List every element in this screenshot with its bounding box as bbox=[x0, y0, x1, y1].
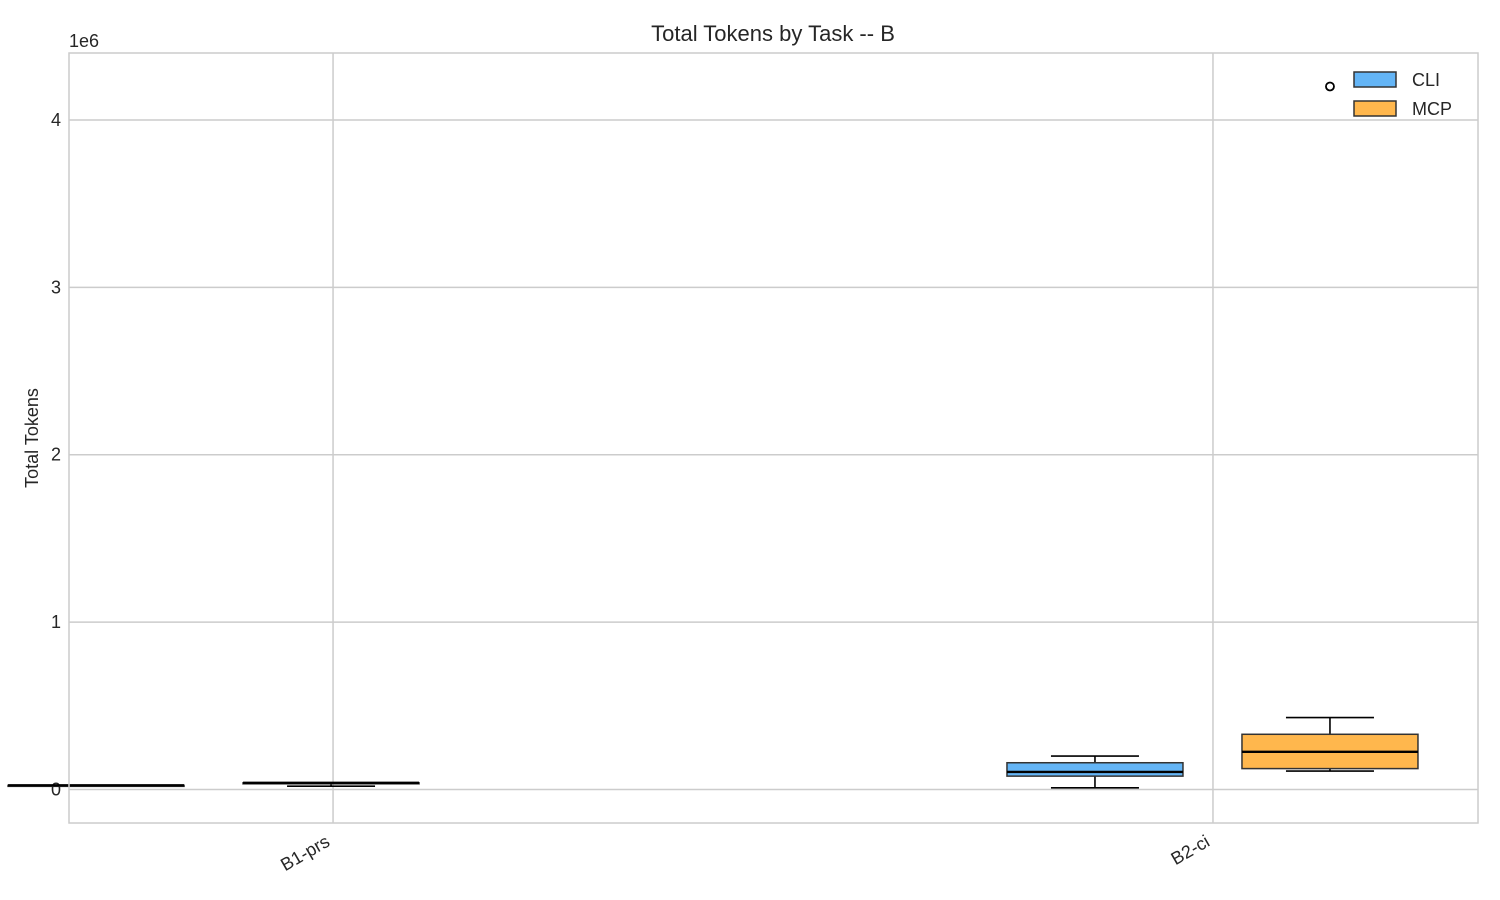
x-tick-label: B1-prs bbox=[277, 831, 333, 875]
y-tick-label: 4 bbox=[51, 110, 61, 130]
y-tick-label: 2 bbox=[51, 445, 61, 465]
y-tick-label: 3 bbox=[51, 277, 61, 297]
x-tick-label: B2-ci bbox=[1167, 831, 1213, 869]
chart-title: Total Tokens by Task -- B bbox=[651, 21, 895, 46]
box-layer bbox=[7, 81, 1419, 789]
y-axis-label: Total Tokens bbox=[22, 388, 42, 488]
legend-label-cli: CLI bbox=[1412, 70, 1440, 90]
legend-swatch-mcp bbox=[1353, 100, 1397, 117]
y-tick-label: 1 bbox=[51, 612, 61, 632]
legend: CLI MCP bbox=[1353, 70, 1452, 119]
plot-frame bbox=[68, 52, 1479, 824]
legend-swatch-cli bbox=[1353, 71, 1397, 88]
y-offset-label: 1e6 bbox=[69, 31, 99, 51]
box-cli-B2-ci bbox=[1006, 761, 1184, 777]
box-flier bbox=[1325, 81, 1335, 92]
y-tick-label: 0 bbox=[51, 780, 61, 800]
legend-label-mcp: MCP bbox=[1412, 99, 1452, 119]
grid-layer bbox=[69, 53, 1478, 823]
plot-background bbox=[69, 53, 1478, 823]
